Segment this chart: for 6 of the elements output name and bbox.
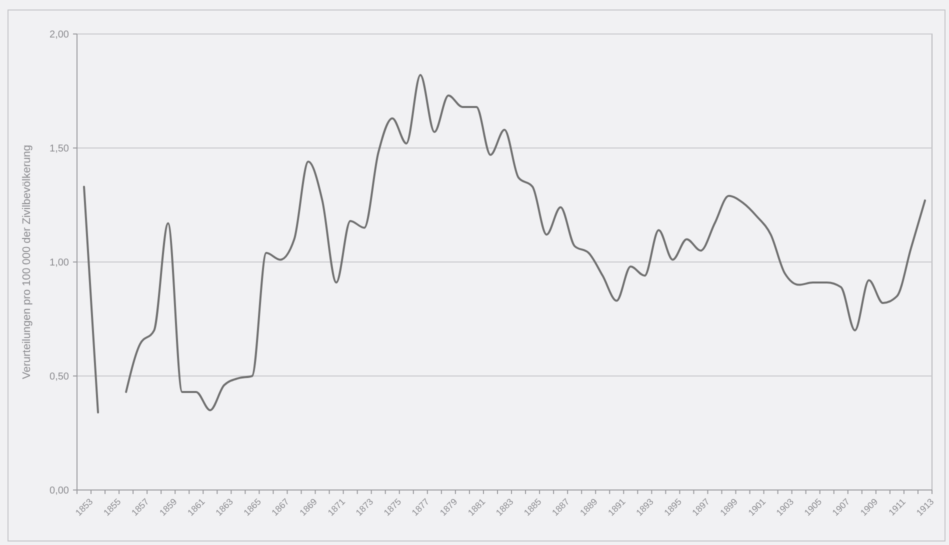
y-axis-title: Verurteilungen pro 100 000 der Zivilbevölkerung bbox=[21, 144, 33, 380]
y-tick-label: 2,00 bbox=[50, 30, 70, 40]
y-tick-label: 1,50 bbox=[50, 144, 70, 154]
y-tick-label: 0,00 bbox=[50, 486, 70, 496]
y-tick-label: 1,00 bbox=[50, 258, 70, 268]
y-tick-label: 0,50 bbox=[50, 372, 70, 382]
